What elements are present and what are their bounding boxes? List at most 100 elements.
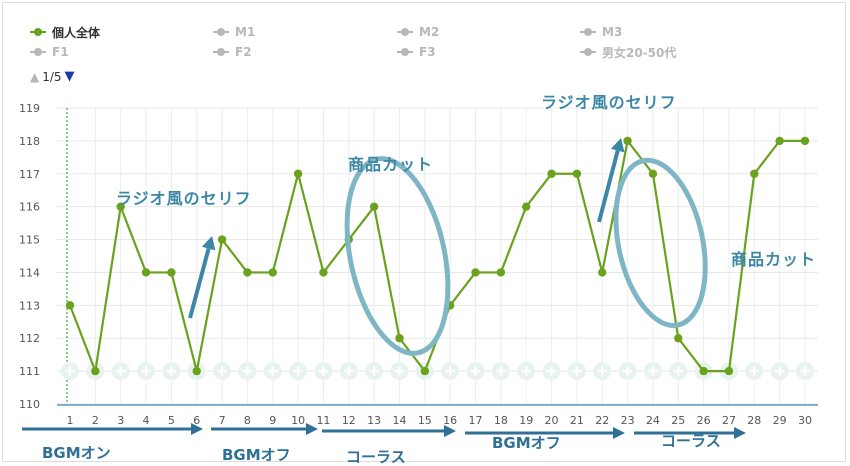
placeholder-plus-icon xyxy=(745,362,764,381)
data-point xyxy=(800,136,810,146)
timeline-arrow xyxy=(634,427,746,439)
placeholder-plus-icon xyxy=(339,362,358,381)
data-point xyxy=(395,334,404,343)
annotation-text: ラジオ風のセリフ xyxy=(541,93,677,112)
placeholder-plus-icon xyxy=(542,362,561,381)
legend-item-mf-20-50[interactable]: 男女20-50代 xyxy=(580,44,676,60)
arrow-head xyxy=(610,138,625,153)
x-tick-label: 11 xyxy=(316,414,330,427)
x-tick-label: 8 xyxy=(244,414,251,427)
y-tick-label: 118 xyxy=(19,135,40,148)
x-tick-label: 10 xyxy=(291,414,305,427)
placeholder-plus-icon xyxy=(238,362,257,381)
pager-up-icon[interactable]: ▲ xyxy=(30,69,40,84)
legend-item-m1[interactable]: M1 xyxy=(213,24,255,40)
data-point xyxy=(65,301,75,310)
placeholder-plus-icon xyxy=(618,362,637,381)
data-point xyxy=(268,268,277,277)
legend-marker-icon xyxy=(397,47,413,57)
arrow-shaft xyxy=(597,150,620,223)
legend-item-f3[interactable]: F3 xyxy=(397,44,436,60)
x-tick-label: 18 xyxy=(494,414,508,427)
annotation-text: 商品カット xyxy=(731,250,816,269)
legend-label: 男女20-50代 xyxy=(602,45,677,60)
x-tick-label: 30 xyxy=(798,414,812,427)
placeholder-plus-icon xyxy=(390,362,409,381)
y-tick-label: 113 xyxy=(19,299,40,312)
data-point xyxy=(496,268,506,277)
placeholder-plus-icon xyxy=(466,362,485,381)
placeholder-plus-icon xyxy=(567,362,586,381)
x-tick-label: 19 xyxy=(519,414,533,427)
placeholder-row xyxy=(61,362,814,381)
placeholder-plus-icon xyxy=(314,362,333,381)
placeholder-plus-icon xyxy=(770,362,789,381)
timeline-label: コーラス xyxy=(346,448,406,466)
legend-pager: ▲ 1/5 ▼ xyxy=(30,69,75,84)
placeholder-plus-icon xyxy=(669,362,688,381)
placeholder-plus-icon xyxy=(365,362,384,381)
legend-item-f2[interactable]: F2 xyxy=(213,44,252,60)
legend-item-m2[interactable]: M2 xyxy=(397,24,439,40)
timeline-arrow xyxy=(22,423,203,435)
legend-item-m3[interactable]: M3 xyxy=(580,24,622,40)
placeholder-plus-icon xyxy=(111,362,130,381)
placeholder-plus-icon xyxy=(517,362,536,381)
grid-layer xyxy=(57,107,818,405)
legend-item-all[interactable]: 個人全体 xyxy=(30,24,100,40)
placeholder-plus-icon xyxy=(213,362,232,381)
legend-item-f1[interactable]: F1 xyxy=(30,44,69,60)
timeline-arrow-head xyxy=(191,423,203,435)
pager-down-icon[interactable]: ▼ xyxy=(64,69,75,84)
arrow-head xyxy=(201,236,216,251)
data-point xyxy=(116,202,125,211)
x-tick-label: 5 xyxy=(168,414,175,427)
pager-label: 1/5 xyxy=(42,69,62,84)
timeline-arrow-head xyxy=(306,423,318,435)
legend: 個人全体 M1 M2 M3 F1 F2 F3 男女20-50代 xyxy=(0,0,850,90)
placeholder-plus-icon xyxy=(162,362,181,381)
x-tick-label: 12 xyxy=(342,414,356,427)
legend-marker-icon xyxy=(397,27,413,37)
x-tick-label: 9 xyxy=(269,414,276,427)
y-tick-label: 116 xyxy=(19,201,40,214)
x-tick-label: 21 xyxy=(570,414,584,427)
highlight-ellipse xyxy=(344,156,451,356)
data-point xyxy=(724,366,734,376)
placeholder-plus-icon xyxy=(593,362,612,381)
x-tick-label: 4 xyxy=(143,414,150,427)
data-point xyxy=(319,268,328,277)
data-point xyxy=(750,169,759,178)
timeline-arrow xyxy=(322,425,456,437)
annotation-arrow xyxy=(597,138,625,223)
x-axis: 1 2 3 4 5 6 7 8 9 10 11 12 13 14 15 16 17 18 19 20 21 22 23 24 2… xyxy=(57,404,818,427)
legend-label: F1 xyxy=(52,45,69,59)
placeholder-plus-icon xyxy=(263,362,282,381)
y-tick-label: 111 xyxy=(19,365,40,378)
timeline-label: BGMオン xyxy=(42,444,111,462)
data-point xyxy=(293,169,303,178)
y-tick-label: 112 xyxy=(19,332,40,345)
x-tick-label: 14 xyxy=(392,414,406,427)
x-tick-label: 29 xyxy=(773,414,787,427)
timeline-arrow xyxy=(211,423,318,435)
placeholder-plus-icon xyxy=(796,362,814,381)
legend-label: M3 xyxy=(602,25,623,39)
data-point xyxy=(674,334,683,343)
data-point xyxy=(572,169,582,178)
data-point xyxy=(369,202,379,211)
legend-label: M2 xyxy=(419,25,440,39)
data-point xyxy=(547,169,556,178)
legend-marker-icon xyxy=(580,27,596,37)
legend-label: F3 xyxy=(419,45,436,59)
annotation-text: 商品カット xyxy=(348,155,433,174)
x-tick-label: 27 xyxy=(722,414,736,427)
data-point xyxy=(648,169,658,178)
data-point xyxy=(243,268,252,277)
data-point xyxy=(623,136,632,146)
arrow-shaft xyxy=(188,248,211,319)
x-tick-label: 2 xyxy=(92,414,99,427)
legend-marker-icon xyxy=(30,47,46,57)
